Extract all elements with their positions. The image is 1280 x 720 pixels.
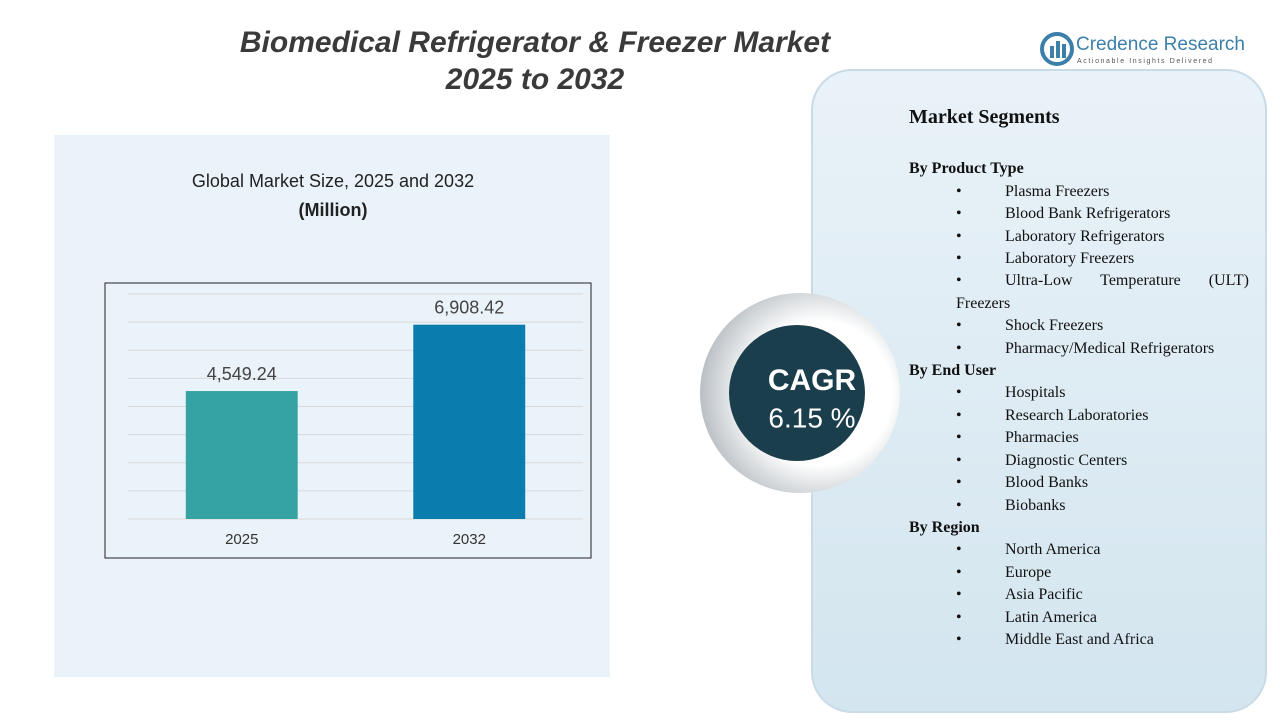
bar [413,324,526,519]
segment-item: Middle East and Africa [909,629,1249,651]
logo-name: Credence Research [1076,34,1245,55]
segment-item: Europe [909,562,1249,584]
x-tick-label: 2032 [453,531,486,548]
segment-item: Latin America [909,607,1249,629]
value-label: 6,908.42 [434,297,504,317]
logo-tagline: Actionable Insights Delivered [1077,58,1214,65]
segment-item: Biobanks [909,495,1249,517]
segment-item: Blood Bank Refrigerators [909,203,1249,225]
segment-item: North America [909,539,1249,561]
title-line: 2025 to 2032 [445,63,625,96]
segment-item: Research Laboratories [909,405,1249,427]
segment-item: Shock Freezers [909,315,1249,337]
segment-item: Diagnostic Centers [909,450,1249,472]
title-line: Biomedical Refrigerator & Freezer Market [240,26,832,59]
segment-heading: By End User [909,362,997,380]
segment-item: Laboratory Freezers [909,248,1249,270]
segment-item: Blood Banks [909,472,1249,494]
chart-frame [104,282,592,559]
segment-item: Ultra-Low Temperature (ULT) Freezers [909,270,1249,315]
segments: Market Segments By Product Type Plasma Fre… [909,106,1249,651]
chart-subtitle: (Million) [299,200,368,220]
segments-title: Market Segments [909,106,1060,128]
value-label: 4,549.24 [207,364,277,384]
bar [185,391,298,519]
segment-heading: By Product Type [909,160,1024,178]
segment-item: Hospitals [909,382,1249,404]
logo-icon [1040,32,1074,66]
segment-item: Laboratory Refrigerators [909,226,1249,248]
cagr-value: 6.15 % [768,402,855,433]
chart-title: Global Market Size, 2025 and 2032 [192,171,474,191]
x-tick-label: 2025 [225,531,258,548]
segment-item: Pharmacies [909,427,1249,449]
segment-heading: By Region [909,518,980,536]
segment-item: Pharmacy/Medical Refrigerators [909,338,1249,360]
segment-item: Plasma Freezers [909,181,1249,203]
cagr-label: CAGR [768,364,857,397]
segment-item: Asia Pacific [909,584,1249,606]
cagr-circle [729,325,865,461]
